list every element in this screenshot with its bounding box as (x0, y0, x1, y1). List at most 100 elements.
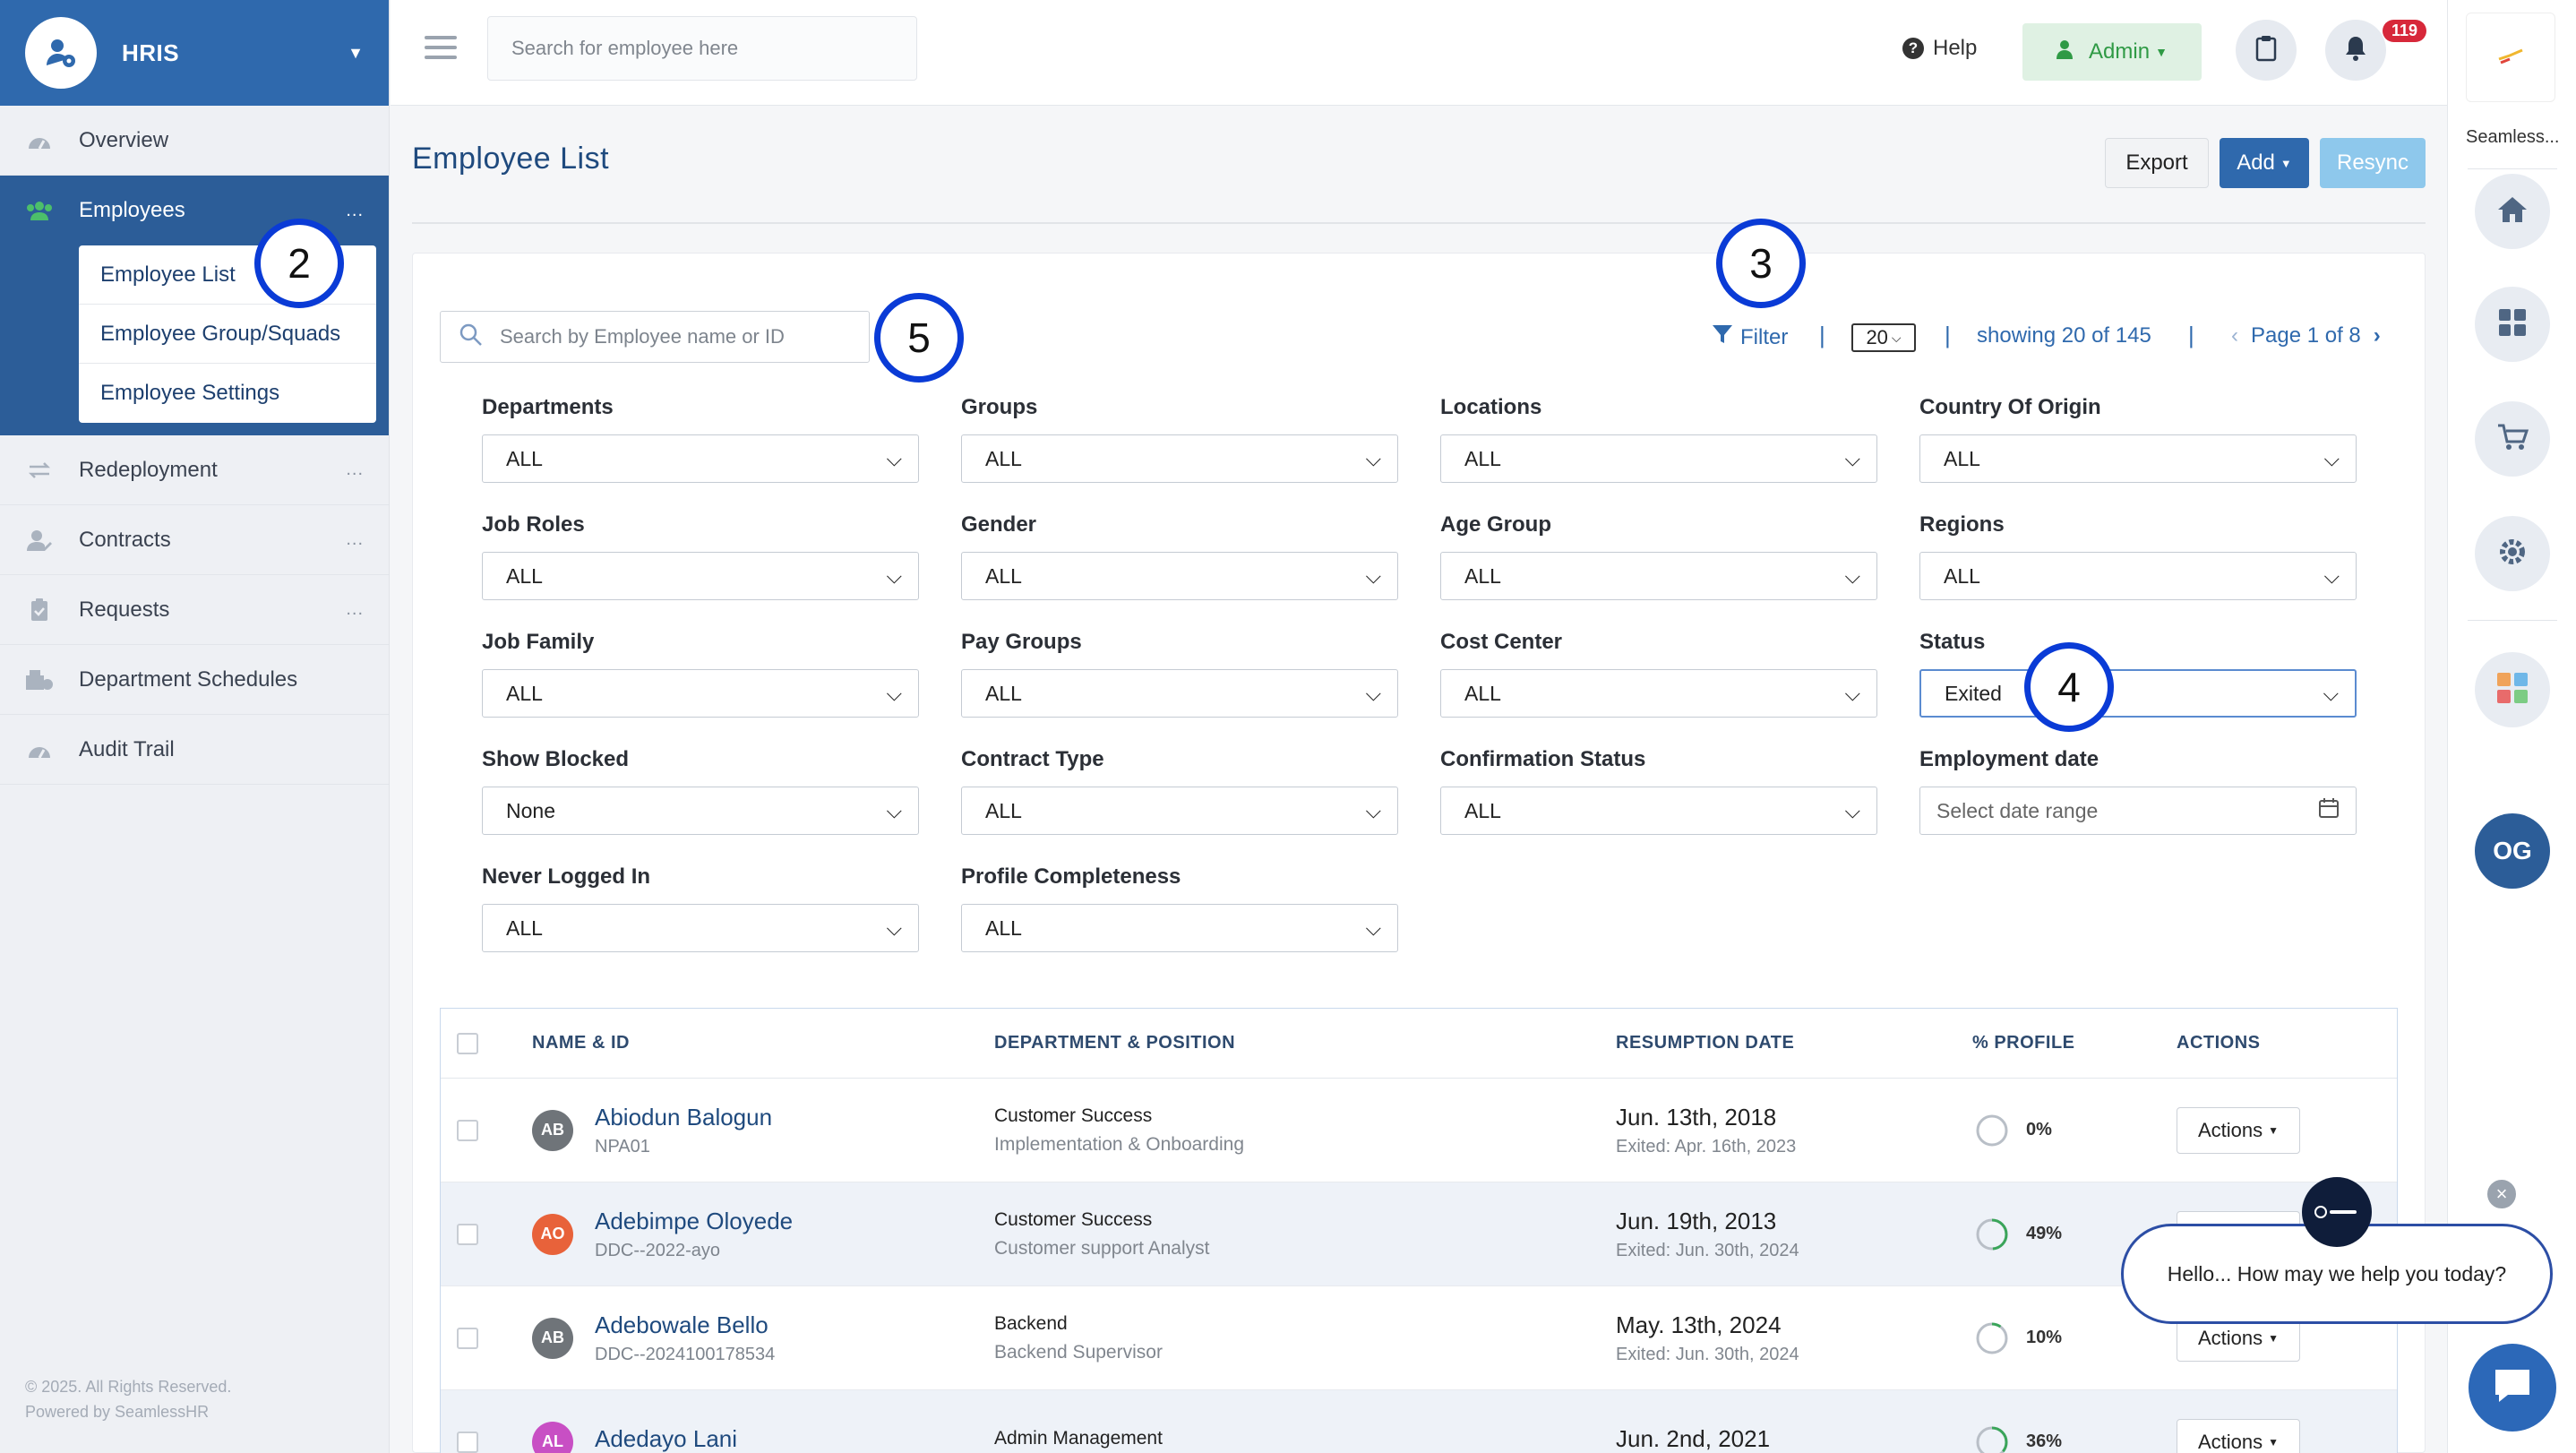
employee-list-card: Filter | 20 ⌵ | showing 20 of 145 | ‹ Pa… (412, 253, 2426, 1453)
profile-cell: 10% (1974, 1320, 2062, 1356)
profile-completeness-select[interactable]: ALL ⌵ (961, 904, 1398, 952)
profile-progress-ring (1976, 1322, 2008, 1354)
sidebar-item-audit-trail[interactable]: Audit Trail (0, 715, 389, 785)
departments-select[interactable]: ALL ⌵ (482, 434, 919, 483)
row-actions-button[interactable]: Actions ▼ (2177, 1106, 2300, 1154)
divider (2468, 168, 2557, 169)
country-select[interactable]: ALL ⌵ (1919, 434, 2357, 483)
subnav-employee-list[interactable]: Employee List (79, 245, 376, 305)
app-switcher[interactable]: HRIS ▼ (0, 0, 389, 106)
select-value: ALL (985, 798, 1022, 822)
app-thumbnail[interactable] (2466, 13, 2555, 102)
page-size-value: 20 (1866, 326, 1888, 348)
chat-launcher-button[interactable] (2469, 1344, 2556, 1432)
gender-select[interactable]: ALL ⌵ (961, 552, 1398, 600)
app-rail: Seamless... OG (2447, 0, 2576, 1453)
row-checkbox[interactable] (457, 1431, 478, 1453)
sidebar-item-redeployment[interactable]: Redeployment ... (0, 435, 389, 505)
filter-label: Departments (482, 395, 614, 419)
admin-label: Admin (2089, 39, 2151, 64)
profile-cell: 36% (1974, 1424, 2062, 1453)
filter-show-blocked: Show Blocked None ⌵ (482, 747, 919, 835)
confirmation-status-select[interactable]: ALL ⌵ (1440, 787, 1877, 835)
more-icon[interactable]: ... (346, 599, 364, 619)
user-avatar[interactable]: OG (2475, 813, 2550, 889)
chevron-down-icon: ⌵ (1844, 446, 1860, 470)
export-button[interactable]: Export (2105, 138, 2209, 188)
chevron-left-icon[interactable]: ‹ (2231, 323, 2238, 348)
sidebar-item-overview[interactable]: Overview (0, 106, 389, 176)
filter-cost-center: Cost Center ALL ⌵ (1440, 630, 1877, 718)
chevron-right-icon[interactable]: › (2373, 323, 2381, 348)
footer-note: © 2025. All Rights Reserved. Powered by … (25, 1374, 231, 1424)
contract-type-select[interactable]: ALL ⌵ (961, 787, 1398, 835)
cost-center-select[interactable]: ALL ⌵ (1440, 669, 1877, 718)
department-name: Admin Management (994, 1427, 1163, 1449)
locations-select[interactable]: ALL ⌵ (1440, 434, 1877, 483)
page-size-select[interactable]: 20 ⌵ (1851, 323, 1916, 352)
employee-name-link[interactable]: Adedayo Lani (595, 1425, 738, 1452)
sidebar-item-department-schedules[interactable]: Department Schedules (0, 645, 389, 715)
close-icon[interactable]: × (2485, 1177, 2519, 1211)
sidebar-item-requests[interactable]: Requests ... (0, 575, 389, 645)
resync-button[interactable]: Resync (2320, 138, 2426, 188)
chevron-down-icon: ⌵ (1844, 681, 1860, 705)
row-checkbox[interactable] (457, 1327, 478, 1349)
job-family-select[interactable]: ALL ⌵ (482, 669, 919, 718)
add-button[interactable]: Add ▼ (2220, 138, 2309, 188)
employee-id: NPA01 (595, 1136, 650, 1156)
hamburger-menu-icon[interactable] (425, 36, 457, 65)
employment-date-range-input[interactable]: Select date range (1919, 787, 2357, 835)
employee-search-input[interactable] (487, 16, 917, 81)
widgets-button[interactable] (2475, 652, 2550, 727)
department-cell: Customer Success Implementation & Onboar… (994, 1105, 1244, 1156)
notifications-button[interactable] (2325, 20, 2386, 81)
employee-name-search-input[interactable] (500, 325, 858, 348)
filter-label: Status (1919, 630, 1986, 654)
select-all-checkbox[interactable] (457, 1032, 478, 1054)
employee-name-link[interactable]: Adebimpe Oloyede (595, 1207, 794, 1234)
filter-toggle[interactable]: Filter (1712, 323, 1788, 351)
home-button[interactable] (2475, 174, 2550, 249)
row-checkbox[interactable] (457, 1119, 478, 1141)
sidebar-item-label: Requests (79, 597, 170, 622)
employee-name-link[interactable]: Abiodun Balogun (595, 1103, 773, 1131)
clipboard-button[interactable] (2236, 20, 2297, 81)
select-value: ALL (506, 916, 543, 940)
regions-select[interactable]: ALL ⌵ (1919, 552, 2357, 600)
filter-profile-completeness: Profile Completeness ALL ⌵ (961, 864, 1398, 952)
gauge-icon (25, 740, 54, 760)
subnav-employee-groups[interactable]: Employee Group/Squads (79, 305, 376, 364)
sidebar-item-contracts[interactable]: Contracts ... (0, 505, 389, 575)
more-icon[interactable]: ... (346, 200, 364, 220)
employee-id: DDC--2024100178534 (595, 1344, 776, 1364)
groups-select[interactable]: ALL ⌵ (961, 434, 1398, 483)
user-edit-icon (25, 529, 54, 551)
pay-groups-select[interactable]: ALL ⌵ (961, 669, 1398, 718)
never-logged-in-select[interactable]: ALL ⌵ (482, 904, 919, 952)
sidebar-item-employees[interactable]: Employees ... (0, 176, 389, 245)
chevron-down-icon: ⌵ (2323, 446, 2340, 470)
more-icon[interactable]: ... (346, 529, 364, 549)
admin-role-dropdown[interactable]: Admin ▼ (2022, 23, 2202, 81)
help-link[interactable]: ? Help (1902, 36, 1977, 61)
more-icon[interactable]: ... (346, 460, 364, 479)
profile-cell: 0% (1974, 1113, 2052, 1148)
row-checkbox[interactable] (457, 1223, 478, 1245)
chevron-down-icon: ⌵ (1844, 563, 1860, 588)
job-roles-select[interactable]: ALL ⌵ (482, 552, 919, 600)
resumption-date: Jun. 2nd, 2021 (1616, 1425, 1771, 1452)
profile-percent: 36% (2026, 1432, 2063, 1451)
status-select[interactable]: Exited ⌵ (1919, 669, 2357, 718)
show-blocked-select[interactable]: None ⌵ (482, 787, 919, 835)
caret-down-icon: ▼ (2268, 1331, 2280, 1345)
settings-button[interactable] (2475, 516, 2550, 591)
row-actions-button[interactable]: Actions ▼ (2177, 1418, 2300, 1453)
subnav-employee-settings[interactable]: Employee Settings (100, 381, 280, 405)
sidebar-item-label: Employees (79, 198, 185, 222)
annotation-marker: 2 (254, 219, 344, 308)
apps-grid-button[interactable] (2475, 287, 2550, 362)
age-group-select[interactable]: ALL ⌵ (1440, 552, 1877, 600)
employee-name-link[interactable]: Adebowale Bello (595, 1311, 769, 1338)
store-button[interactable] (2475, 401, 2550, 477)
